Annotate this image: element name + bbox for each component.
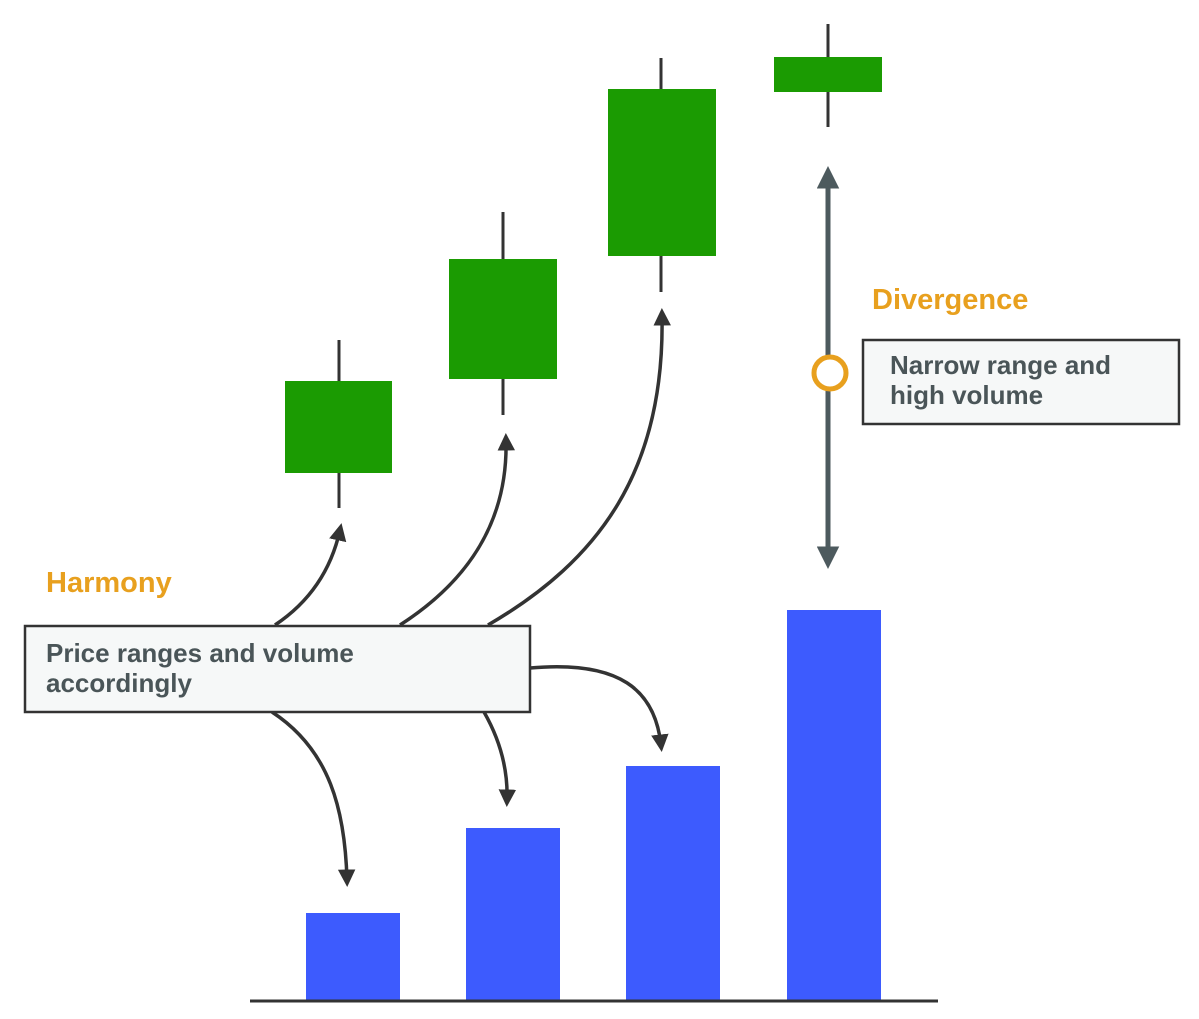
harmony-label: Harmony <box>46 567 172 599</box>
candle-4-body <box>774 57 882 92</box>
divergence-box-line-2: high volume <box>890 380 1043 410</box>
candle-2-body <box>449 259 557 379</box>
harmony-callout-box: Price ranges and volume accordingly <box>23 624 532 714</box>
volume-bar-4 <box>787 610 881 1001</box>
volume-bar-1 <box>306 913 400 1001</box>
candlestick-1 <box>285 340 392 508</box>
volume-bar-3 <box>626 766 720 1001</box>
candle-1-body <box>285 381 392 473</box>
divergence-marker-circle <box>811 354 849 392</box>
harmony-box-frame <box>23 624 532 714</box>
harmony-arrow-candle-1 <box>274 523 347 627</box>
harmony-box-line-1: Price ranges and volume <box>46 638 354 668</box>
harmony-arrow-bar-2 <box>482 711 517 807</box>
harmony-arrow-bar-1 <box>271 710 356 887</box>
candlestick-4 <box>774 24 882 127</box>
candle-3-body <box>608 89 716 256</box>
divergence-callout-box: Narrow range and high volume <box>861 338 1181 426</box>
divergence-label: Divergence <box>872 284 1028 316</box>
harmony-arrow-candle-2 <box>399 433 516 627</box>
divergence-box-line-1: Narrow range and <box>890 350 1111 380</box>
harmony-box-line-2: accordingly <box>46 668 192 698</box>
candlestick-2 <box>449 212 557 415</box>
divergence-box-frame <box>861 338 1181 426</box>
volume-bar-2 <box>466 828 560 1001</box>
candlestick-3 <box>608 58 716 292</box>
harmony-arrow-bar-3 <box>529 665 669 752</box>
harmony-arrow-candle-3 <box>487 308 671 627</box>
